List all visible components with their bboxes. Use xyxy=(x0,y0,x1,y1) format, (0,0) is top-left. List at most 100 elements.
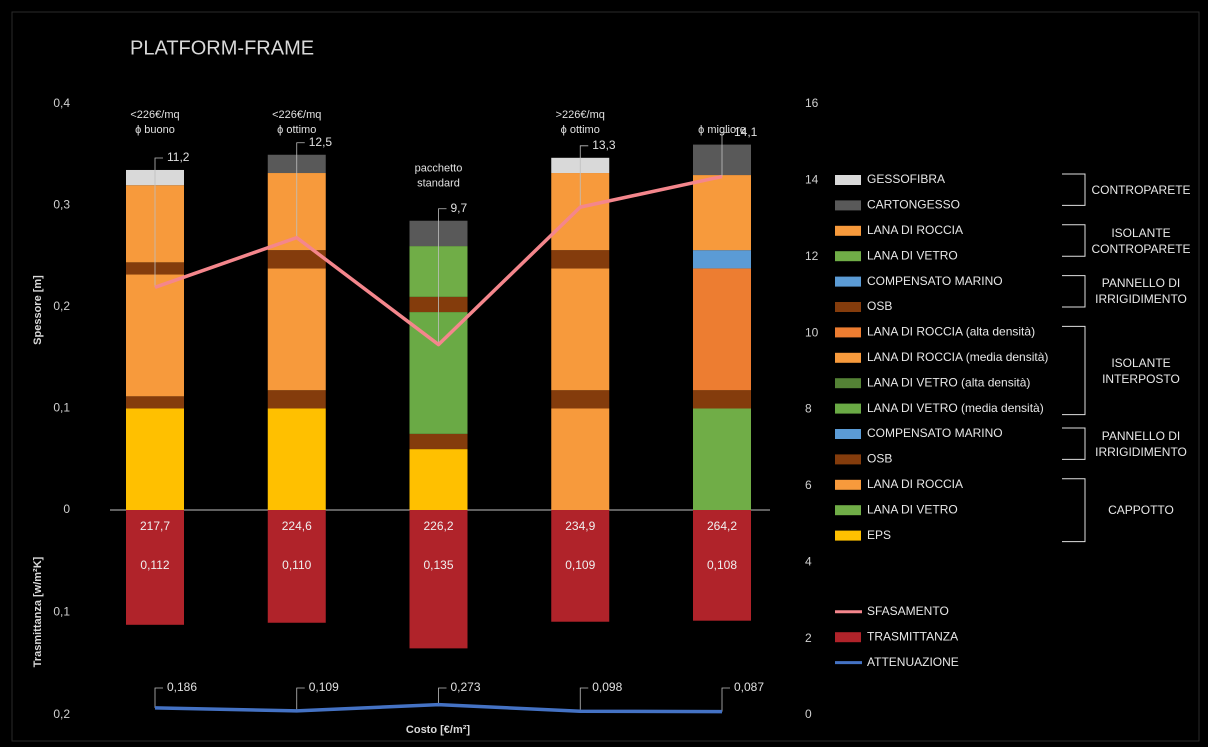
legend-label: COMPENSATO MARINO xyxy=(867,274,1003,288)
legend-label: LANA DI ROCCIA (alta densità) xyxy=(867,325,1035,339)
category-label: 217,7 xyxy=(140,519,170,533)
x-axis-label: Costo [€/m²] xyxy=(406,724,471,736)
bar-segment xyxy=(126,274,184,397)
value-label: 9,7 xyxy=(451,201,468,215)
label-leader xyxy=(438,208,447,345)
value-label: 11,2 xyxy=(167,150,190,164)
legend-label: TRASMITTANZA xyxy=(867,629,958,643)
y2-tick-label: 4 xyxy=(805,554,812,568)
value-label: 0,112 xyxy=(140,558,169,572)
bar-annotation: ϕ ottimo xyxy=(277,124,316,136)
y3-tick-label: 0,2 xyxy=(53,707,70,721)
legend-group-label: PANNELLO DI IRRIGIDIMENTO xyxy=(1095,428,1187,459)
value-label: 0,087 xyxy=(734,680,764,694)
bar-annotation: pacchetto xyxy=(415,163,463,175)
legend-label: LANA DI ROCCIA xyxy=(867,223,963,237)
y-tick-label: 0,1 xyxy=(53,401,70,415)
legend-swatch xyxy=(835,327,861,338)
category-label: 224,6 xyxy=(282,519,312,533)
y2-tick-label: 10 xyxy=(805,325,819,339)
legend-label: LANA DI VETRO (alta densità) xyxy=(867,375,1030,389)
bar-segment xyxy=(551,390,610,409)
bar-annotation: >226€/mq xyxy=(556,109,605,121)
legend-label: ATTENUAZIONE xyxy=(867,655,959,669)
y-axis-label: Spessore [m] xyxy=(32,275,44,345)
group-bracket xyxy=(1062,325,1086,416)
bar-annotation: <226€/mq xyxy=(130,109,179,121)
label-leader xyxy=(296,142,305,238)
value-label: 0,273 xyxy=(451,680,481,694)
group-bracket xyxy=(1062,173,1086,206)
legend-label: OSB xyxy=(867,299,892,313)
value-label: 0,109 xyxy=(565,558,595,572)
label-leader xyxy=(579,687,589,712)
y-tick-label: 0,4 xyxy=(53,96,70,110)
legend-group-label: CAPPOTTO xyxy=(1108,503,1174,518)
group-label-box: CAPPOTTO xyxy=(1108,503,1174,518)
legend-label: CARTONGESSO xyxy=(867,198,960,212)
bar-segment xyxy=(267,250,326,269)
bar-segment xyxy=(126,408,184,510)
legend-swatch xyxy=(835,632,861,643)
trasmittanza-bar xyxy=(267,510,326,623)
value-label: 0,186 xyxy=(167,680,197,694)
group-label-box: ISOLANTE INTERPOSTO xyxy=(1102,356,1180,386)
bar-segment xyxy=(551,408,610,510)
group-bracket xyxy=(1062,224,1086,257)
category-label: 226,2 xyxy=(423,519,453,533)
bar-segment xyxy=(693,175,751,251)
legend-group-label: ISOLANTE CONTROPARETE xyxy=(1091,225,1191,256)
label-leader xyxy=(721,132,730,177)
y2-tick-label: 8 xyxy=(805,402,812,416)
legend-swatch xyxy=(835,276,861,287)
value-label: 0,110 xyxy=(282,558,311,572)
legend-label: LANA DI VETRO xyxy=(867,502,958,516)
y-tick-label: 0,2 xyxy=(53,299,70,313)
y2-tick-label: 2 xyxy=(805,631,812,645)
bar-annotation: ϕ migliore xyxy=(698,124,746,136)
value-label: 0,098 xyxy=(592,680,622,694)
legend-swatch xyxy=(835,505,861,516)
line-series xyxy=(154,174,723,347)
bar-segment xyxy=(693,250,751,269)
value-label: 13,3 xyxy=(592,138,616,152)
y3-tick-label: 0,1 xyxy=(53,605,70,619)
legend-label: COMPENSATO MARINO xyxy=(867,426,1003,440)
bar-annotation: ϕ buono xyxy=(135,124,175,136)
trasmittanza-bar xyxy=(409,510,468,649)
legend-swatch xyxy=(835,352,861,363)
trasmittanza-bar xyxy=(126,510,184,625)
legend-swatch xyxy=(835,175,861,185)
group-label-box: PANNELLO DI IRRIGIDIMENTO xyxy=(1095,276,1187,307)
legend-label: GESSOFIBRA xyxy=(867,172,945,186)
label-leader xyxy=(154,157,163,288)
legend-group-label: PANNELLO DI IRRIGIDIMENTO xyxy=(1095,276,1187,307)
category-label: 234,9 xyxy=(565,519,595,533)
legend-swatch xyxy=(835,429,861,439)
legend-label: LANA DI ROCCIA (media densità) xyxy=(867,350,1048,364)
bar-segment xyxy=(267,268,326,391)
legend-swatch xyxy=(835,251,861,262)
legend-label: EPS xyxy=(867,528,891,542)
y-tick-label: 0 xyxy=(63,502,70,516)
bar-annotation: <226€/mq xyxy=(272,109,321,121)
bar-segment xyxy=(267,408,326,510)
value-label: 0,135 xyxy=(423,558,453,572)
bar-segment xyxy=(126,396,184,409)
legend-label: SFASAMENTO xyxy=(867,604,949,618)
bar-segment xyxy=(693,408,751,510)
chart-title: PLATFORM-FRAME xyxy=(130,37,314,59)
legend-swatch xyxy=(835,302,861,312)
y2-tick-label: 12 xyxy=(805,249,819,263)
y2-tick-label: 6 xyxy=(805,478,812,492)
legend-group-label: CONTROPARETE xyxy=(1091,182,1191,197)
legend-swatch xyxy=(835,479,861,490)
y2-tick-label: 0 xyxy=(805,707,812,721)
group-bracket xyxy=(1062,275,1086,308)
group-bracket xyxy=(1062,427,1086,460)
bar-segment xyxy=(693,390,751,409)
bar-annotation: standard xyxy=(417,178,460,190)
value-label: 0,108 xyxy=(707,558,737,572)
bar-segment xyxy=(551,268,610,391)
